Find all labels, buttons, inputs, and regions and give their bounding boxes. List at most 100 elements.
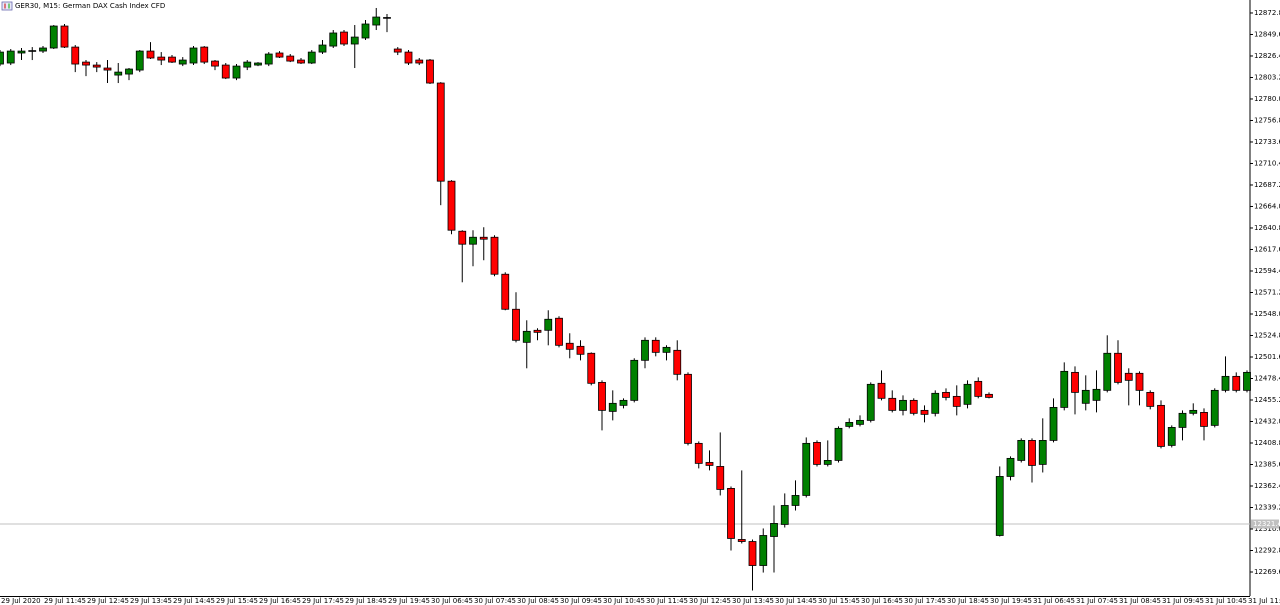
candle-body <box>479 236 488 240</box>
candle-body <box>834 427 843 461</box>
candle-body <box>6 50 15 64</box>
x-tick-label: 30 Jul 14:45 <box>775 597 817 605</box>
candle-body <box>651 339 660 353</box>
candle-body <box>780 505 789 525</box>
candle-body <box>856 419 864 425</box>
x-tick-label: 31 Jul 10:45 <box>1205 597 1247 605</box>
candle-body <box>146 50 155 59</box>
candle-body <box>135 50 144 71</box>
y-tick-label: 12524.8 <box>1254 331 1280 339</box>
x-tick-label: 30 Jul 11:45 <box>646 597 688 605</box>
candle-body <box>1146 391 1155 407</box>
candle-body <box>168 56 176 63</box>
candle-body <box>178 59 187 65</box>
y-tick-label: 12617.6 <box>1254 245 1280 253</box>
y-tick-label: 12408.8 <box>1254 439 1280 447</box>
x-tick-label: 29 Jul 19:45 <box>388 597 430 605</box>
y-tick-label: 12780.0 <box>1254 95 1280 103</box>
x-tick-label: 29 Jul 16:45 <box>259 597 301 605</box>
x-tick-label: 31 Jul 09:45 <box>1162 597 1204 605</box>
candle-body <box>684 373 692 444</box>
candle-body <box>608 402 617 412</box>
candle-body <box>1092 388 1101 401</box>
candle-body <box>963 383 972 405</box>
x-tick-label: 29 Jul 17:45 <box>302 597 344 605</box>
candle-body <box>469 236 477 245</box>
y-tick-label: 12339.2 <box>1254 503 1280 511</box>
candle-body <box>157 56 166 61</box>
candle-body <box>415 59 424 64</box>
x-tick-label: 29 Jul 14:45 <box>173 597 215 605</box>
candle-body <box>587 352 596 384</box>
x-tick-label: 30 Jul 07:45 <box>474 597 516 605</box>
candle-body <box>1114 352 1122 383</box>
y-tick-label: 12849.6 <box>1254 30 1280 38</box>
candle-body <box>877 382 886 399</box>
candle-body <box>1103 352 1112 391</box>
candle-body <box>952 395 961 407</box>
candle-body <box>393 48 402 53</box>
candle-body <box>770 523 778 537</box>
candle-body <box>555 317 563 346</box>
y-tick-label: 12362.4 <box>1254 482 1280 490</box>
y-tick-label: 12316.0 <box>1254 525 1280 533</box>
candle-body <box>1167 427 1176 446</box>
candle-body <box>71 46 80 65</box>
x-tick-label: 31 Jul 07:45 <box>1076 597 1118 605</box>
candle-body <box>39 47 47 52</box>
candle-body <box>200 46 209 63</box>
candle-body <box>931 392 940 414</box>
y-tick-label: 12872.8 <box>1254 9 1280 17</box>
candle-body <box>103 67 112 71</box>
x-tick-label: 30 Jul 10:45 <box>603 597 645 605</box>
candle-body <box>426 59 434 84</box>
y-tick-label: 12269.6 <box>1254 568 1280 576</box>
candle-body <box>447 180 456 231</box>
candle-body <box>92 64 101 68</box>
y-tick-label: 12455.2 <box>1254 396 1280 404</box>
candle-body <box>0 51 4 65</box>
chart-title: GER30, M15: German DAX Cash Index CFD <box>15 2 165 10</box>
candle-body <box>404 51 413 64</box>
candle-body <box>565 342 574 350</box>
candle-body <box>920 409 929 415</box>
x-tick-label: 30 Jul 16:45 <box>861 597 903 605</box>
price-label-box <box>1251 519 1279 529</box>
candle-body <box>307 51 316 64</box>
candle-body <box>598 381 606 411</box>
candle-body <box>275 52 284 58</box>
y-tick-label: 12385.6 <box>1254 460 1280 468</box>
x-tick-label: 29 Jul 13:45 <box>130 597 172 605</box>
candle-body <box>802 442 811 496</box>
candle-body <box>1221 375 1230 391</box>
candle-body <box>501 273 510 310</box>
candle-body <box>82 61 90 66</box>
candle-body <box>866 383 875 421</box>
candle-body <box>512 308 520 341</box>
candle-body <box>211 60 219 67</box>
candle-body <box>522 330 531 343</box>
candle-body <box>888 397 897 411</box>
candle-body <box>630 359 639 401</box>
candle-body <box>845 422 854 427</box>
candle-body <box>823 460 832 465</box>
candle-body <box>1038 439 1047 465</box>
candle-body <box>60 25 69 48</box>
candle-body <box>813 442 821 465</box>
candle-body <box>372 16 381 26</box>
candle-body <box>1157 404 1165 447</box>
x-tick-label: 29 Jul 11:45 <box>44 597 86 605</box>
candle-body <box>383 17 391 19</box>
candle-body <box>1189 409 1198 414</box>
y-tick-label: 12826.4 <box>1254 52 1280 60</box>
candle-body <box>1178 412 1187 428</box>
x-tick-label: 29 Jul 12:45 <box>87 597 129 605</box>
candle-body <box>1081 389 1090 404</box>
candle-body <box>490 236 499 275</box>
candle-body <box>17 50 26 54</box>
candle-body <box>544 318 553 331</box>
candle-body <box>1049 407 1058 441</box>
